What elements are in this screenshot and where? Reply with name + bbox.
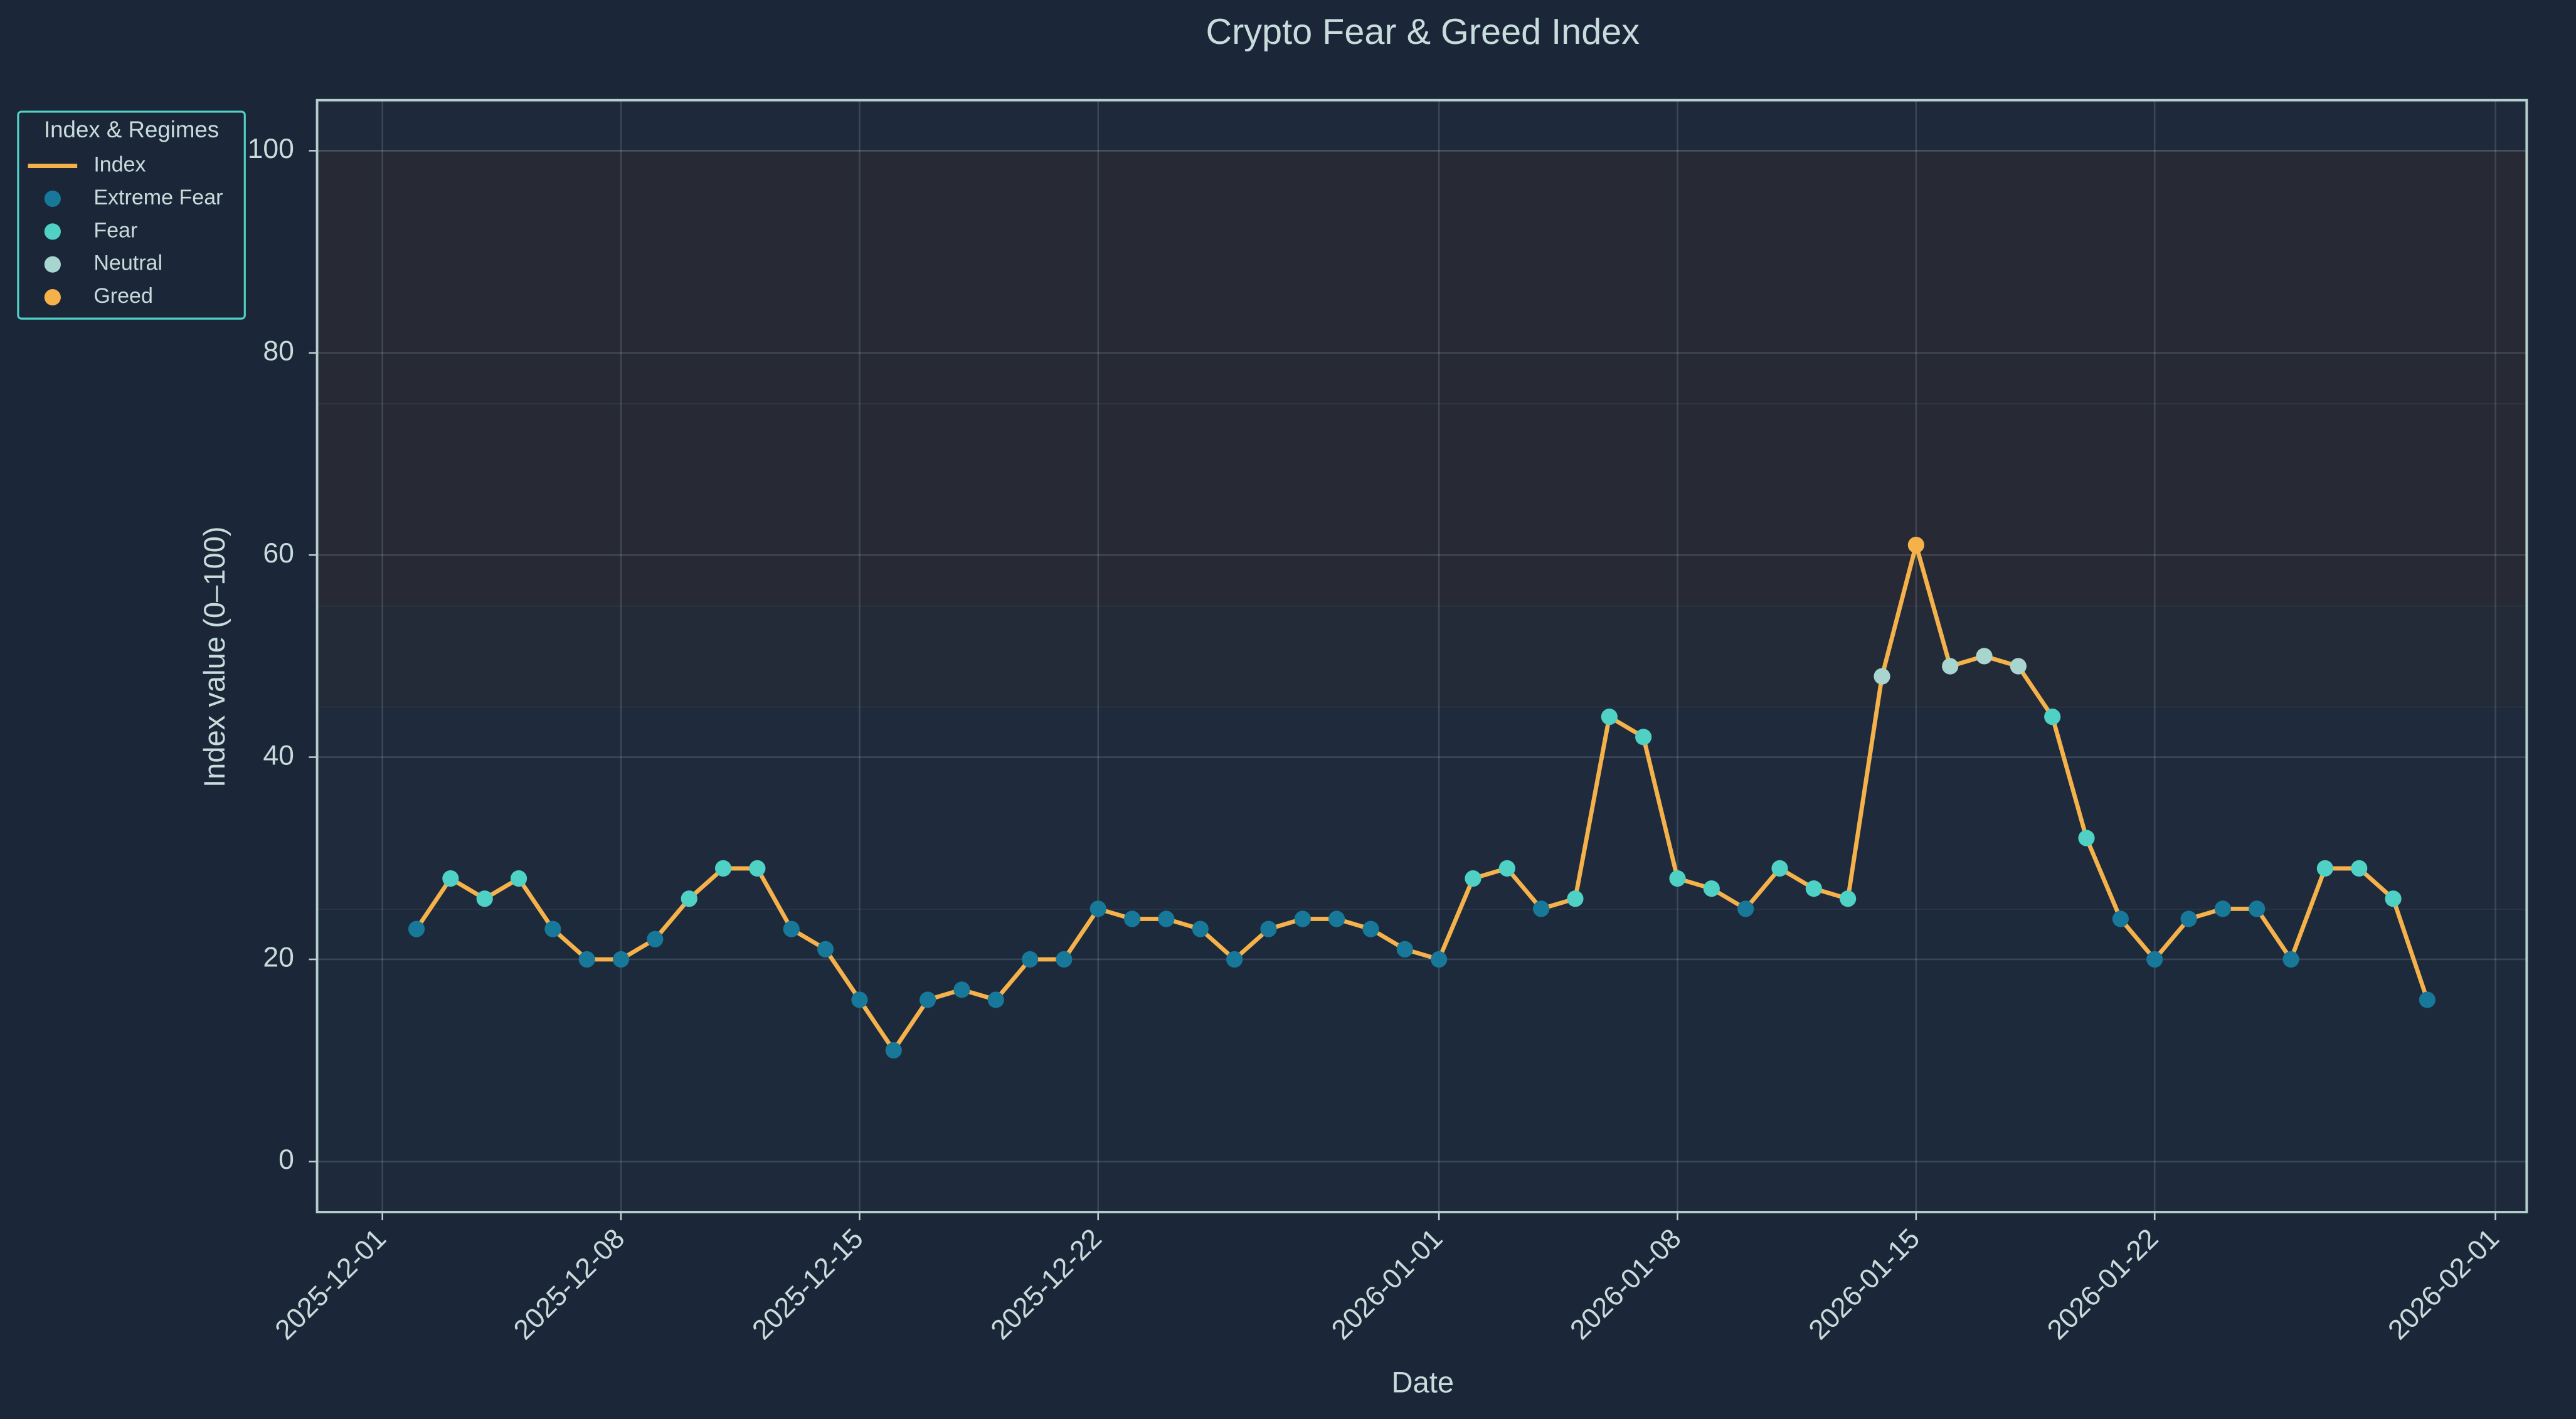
regime-point xyxy=(1567,890,1584,907)
y-tick-label: 80 xyxy=(263,336,294,367)
regime-point xyxy=(1498,860,1515,877)
legend-label: Greed xyxy=(93,284,153,308)
y-tick-label: 40 xyxy=(263,740,294,771)
regime-band xyxy=(317,403,2527,606)
regime-point xyxy=(578,951,595,968)
regime-point xyxy=(749,860,766,877)
regime-band xyxy=(317,605,2527,707)
regime-point xyxy=(783,921,800,937)
regime-point xyxy=(647,931,664,947)
regime-point xyxy=(1805,880,1822,897)
regime-point xyxy=(2146,951,2163,968)
regime-point xyxy=(2180,910,2197,927)
regime-band xyxy=(317,909,2527,1162)
regime-point xyxy=(1158,910,1175,927)
legend-label: Extreme Fear xyxy=(93,186,223,209)
regime-point xyxy=(1601,708,1618,725)
regime-point xyxy=(1192,921,1209,937)
regime-point xyxy=(2214,900,2231,917)
regime-point xyxy=(1533,900,1550,917)
legend-swatch xyxy=(44,288,61,306)
regime-point xyxy=(1362,921,1379,937)
regime-point xyxy=(1328,910,1345,927)
regime-point xyxy=(2044,708,2061,725)
regime-band xyxy=(317,150,2527,404)
regime-point xyxy=(1669,870,1686,887)
y-tick-label: 100 xyxy=(248,134,294,164)
regime-point xyxy=(510,870,527,887)
regime-point xyxy=(1703,880,1720,897)
y-axis-label: Index value (0–100) xyxy=(198,526,231,788)
regime-point xyxy=(1840,890,1857,907)
band-layer xyxy=(317,150,2527,1162)
regime-point xyxy=(1976,648,1993,665)
regime-point xyxy=(2249,900,2266,917)
regime-point xyxy=(2010,658,2027,675)
regime-point xyxy=(1942,658,1959,675)
regime-point xyxy=(2112,910,2129,927)
y-tick-label: 20 xyxy=(263,942,294,973)
regime-band xyxy=(317,706,2527,909)
regime-point xyxy=(1021,951,1039,968)
regime-point xyxy=(1771,860,1788,877)
regime-point xyxy=(1635,729,1652,746)
regime-point xyxy=(476,890,493,907)
mark-layer xyxy=(408,536,2436,1059)
legend-title: Index & Regimes xyxy=(44,117,219,142)
regime-point xyxy=(1089,900,1106,917)
regime-point xyxy=(612,951,630,968)
legend-swatch xyxy=(44,190,61,208)
x-axis-label: Date xyxy=(1392,1365,1455,1398)
legend: Index & Regimes Index Extreme Fear Fear Neu… xyxy=(17,110,246,320)
regime-point xyxy=(2351,860,2368,877)
regime-point xyxy=(408,921,425,937)
regime-point xyxy=(1465,870,1481,887)
regime-point xyxy=(2316,860,2333,877)
regime-point xyxy=(885,1042,902,1059)
regime-point xyxy=(1056,951,1073,968)
regime-point xyxy=(987,991,1004,1008)
regime-point xyxy=(919,991,936,1008)
regime-point xyxy=(442,870,459,887)
regime-point xyxy=(714,860,732,877)
regime-point xyxy=(2282,951,2299,968)
regime-point xyxy=(681,890,697,907)
regime-point xyxy=(1874,668,1890,685)
regime-point xyxy=(1396,941,1413,957)
regime-point xyxy=(1124,910,1141,927)
legend-swatch xyxy=(44,223,61,240)
plot-frame xyxy=(315,98,2528,1213)
regime-point xyxy=(851,991,868,1008)
regime-point xyxy=(1294,910,1311,927)
legend-label: Index xyxy=(93,153,146,177)
legend-frame xyxy=(17,110,246,320)
regime-point xyxy=(1907,536,1924,554)
regime-point xyxy=(2078,830,2095,847)
regime-point xyxy=(953,981,970,998)
chart-title: Crypto Fear & Greed Index xyxy=(1206,12,1640,52)
regime-point xyxy=(1260,921,1277,937)
y-tick-label: 60 xyxy=(263,538,294,569)
regime-point xyxy=(544,921,561,937)
regime-point xyxy=(2385,890,2402,907)
regime-point xyxy=(817,941,834,957)
regime-point xyxy=(2419,991,2436,1008)
legend-label: Neutral xyxy=(93,251,162,275)
regime-point xyxy=(1431,951,1448,968)
legend-label: Fear xyxy=(93,218,137,242)
regime-point xyxy=(1737,900,1754,917)
legend-swatch xyxy=(44,256,61,273)
y-tick-label: 0 xyxy=(278,1144,294,1175)
regime-point xyxy=(1226,951,1243,968)
